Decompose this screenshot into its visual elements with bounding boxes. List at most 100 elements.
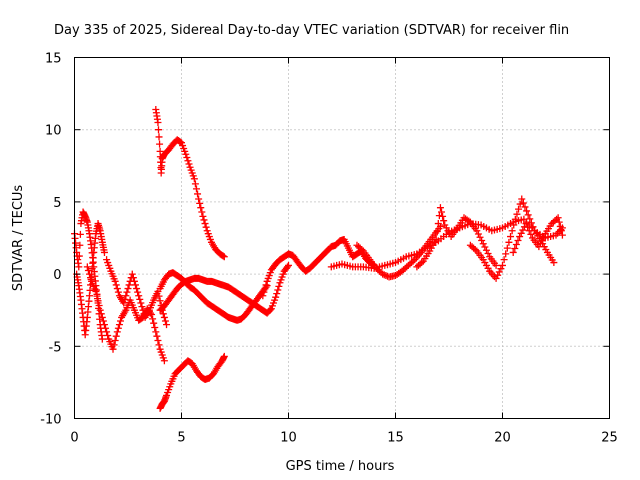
data-point-interp	[130, 277, 138, 285]
data-point-interp	[510, 221, 518, 229]
data-point-interp	[503, 244, 511, 252]
data-point-interp	[95, 302, 103, 310]
data-point-interp	[540, 233, 548, 241]
x-tick-label: 15	[387, 431, 404, 446]
data-point-interp	[102, 324, 110, 332]
data-point-interp	[508, 227, 516, 235]
data-point-interp	[465, 217, 473, 225]
data-point	[182, 150, 190, 158]
data-point-interp	[135, 292, 143, 300]
tick-labels: 0 5 10 15 20 25 -10 -5 0 5 10 15	[40, 52, 618, 446]
data-point-interp	[75, 252, 83, 260]
data-point-interp	[154, 337, 162, 345]
data-point-interp	[515, 205, 523, 213]
data-point	[272, 293, 280, 301]
data-point-interp	[481, 243, 489, 251]
data-point	[100, 248, 108, 256]
series-track-m	[466, 195, 558, 282]
data-point-interp	[160, 313, 168, 321]
data-point	[96, 306, 104, 314]
data-point-interp	[192, 185, 200, 193]
series-track-g	[156, 261, 292, 317]
data-point-interp	[474, 230, 482, 238]
data-point	[75, 263, 83, 271]
data-point-interp	[471, 246, 479, 254]
data-point-interp	[121, 295, 129, 303]
data-point-interp	[525, 227, 533, 235]
data-point-interp	[154, 126, 162, 134]
data-point	[113, 328, 121, 336]
data-point-interp	[262, 281, 270, 289]
data-point-interp	[114, 324, 122, 332]
data-point-interp	[117, 317, 125, 325]
data-point	[550, 259, 558, 267]
data-point-interp	[113, 285, 121, 293]
data-point	[516, 233, 524, 241]
data-point	[220, 352, 228, 360]
data-point-interp	[125, 281, 133, 289]
data-point	[154, 118, 162, 126]
data-point-interp	[112, 281, 120, 289]
data-point-interp	[513, 210, 521, 218]
data-point-interp	[266, 306, 274, 314]
data-point-interp	[136, 295, 144, 303]
data-point	[505, 238, 513, 246]
data-point	[195, 195, 203, 203]
data-point-interp	[151, 324, 159, 332]
data-point	[120, 299, 128, 307]
chart-title: Day 335 of 2025, Sidereal Day-to-day VTE…	[54, 23, 569, 38]
data-point-interp	[155, 341, 163, 349]
data-point-interp	[134, 288, 142, 296]
data-point-interp	[476, 233, 484, 241]
x-tick-label: 25	[601, 431, 618, 446]
data-point-interp	[435, 212, 443, 220]
data-point-interp	[115, 321, 123, 329]
data-point-interp	[111, 337, 119, 345]
data-point	[285, 261, 292, 269]
data-point	[511, 215, 519, 223]
data-point	[190, 175, 198, 183]
data-point-interp	[382, 272, 390, 280]
data-point-interp	[155, 292, 163, 300]
data-point-interp	[94, 297, 102, 305]
data-point-interp	[527, 219, 535, 227]
data-point-interp	[176, 138, 184, 146]
data-point-interp	[380, 271, 388, 279]
x-tick-label: 20	[494, 431, 511, 446]
data-point	[473, 227, 481, 235]
series-track-e	[152, 105, 228, 261]
data-point-interp	[273, 290, 281, 298]
data-point-interp	[511, 244, 519, 252]
data-point	[432, 235, 440, 243]
y-tick-label: -5	[49, 340, 62, 355]
data-point-interp	[184, 157, 192, 165]
data-point-interp	[526, 215, 534, 223]
data-point-interp	[440, 217, 448, 225]
data-point-interp	[358, 246, 366, 254]
data-point-interp	[93, 292, 101, 300]
series-track-l	[413, 204, 500, 271]
data-point-interp	[502, 250, 510, 258]
data-point-interp	[114, 288, 122, 296]
data-point	[379, 270, 387, 278]
data-point-interp	[85, 270, 93, 278]
data-point	[133, 285, 141, 293]
data-point	[492, 274, 500, 282]
data-point	[524, 211, 532, 219]
data-point-interp	[191, 180, 199, 188]
y-tick-label: 10	[45, 124, 62, 139]
plot-frame	[74, 57, 610, 419]
grid-lines	[74, 57, 610, 419]
data-point-interp	[538, 236, 546, 244]
data-point	[137, 299, 145, 307]
data-point-interp	[527, 230, 535, 238]
data-point-interp	[194, 190, 202, 198]
data-point-interp	[196, 199, 204, 207]
data-point	[109, 345, 117, 353]
data-point-interp	[438, 208, 446, 216]
data-point-interp	[524, 223, 532, 231]
data-point	[492, 261, 500, 269]
data-point	[436, 204, 444, 212]
